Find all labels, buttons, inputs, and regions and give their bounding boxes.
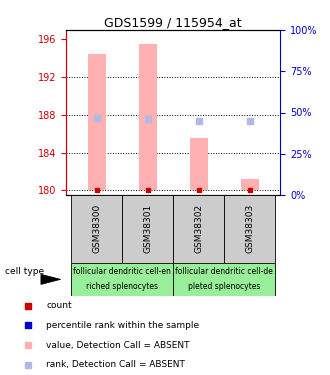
Text: GSM38303: GSM38303 [246, 204, 254, 254]
Text: GSM38300: GSM38300 [92, 204, 101, 254]
Bar [173, 195, 224, 262]
Text: GSM38301: GSM38301 [143, 204, 152, 254]
Text: follicular dendritic cell-de: follicular dendritic cell-de [175, 267, 273, 276]
Polygon shape [41, 274, 61, 284]
Text: rank, Detection Call = ABSENT: rank, Detection Call = ABSENT [46, 360, 185, 369]
Bar [241, 179, 259, 190]
Bar [88, 54, 106, 190]
Bar [122, 195, 173, 262]
Text: cell type: cell type [5, 267, 45, 276]
Bar [71, 262, 173, 296]
Text: follicular dendritic cell-en: follicular dendritic cell-en [73, 267, 171, 276]
Text: GSM38302: GSM38302 [194, 204, 203, 254]
Bar [173, 262, 276, 296]
Bar [224, 195, 276, 262]
Text: pleted splenocytes: pleted splenocytes [188, 282, 260, 291]
Title: GDS1599 / 115954_at: GDS1599 / 115954_at [104, 16, 242, 29]
Bar [139, 44, 157, 190]
Bar [71, 195, 122, 262]
Bar [190, 138, 208, 190]
Text: count: count [46, 301, 72, 310]
Text: value, Detection Call = ABSENT: value, Detection Call = ABSENT [46, 340, 190, 350]
Text: percentile rank within the sample: percentile rank within the sample [46, 321, 199, 330]
Text: riched splenocytes: riched splenocytes [86, 282, 158, 291]
